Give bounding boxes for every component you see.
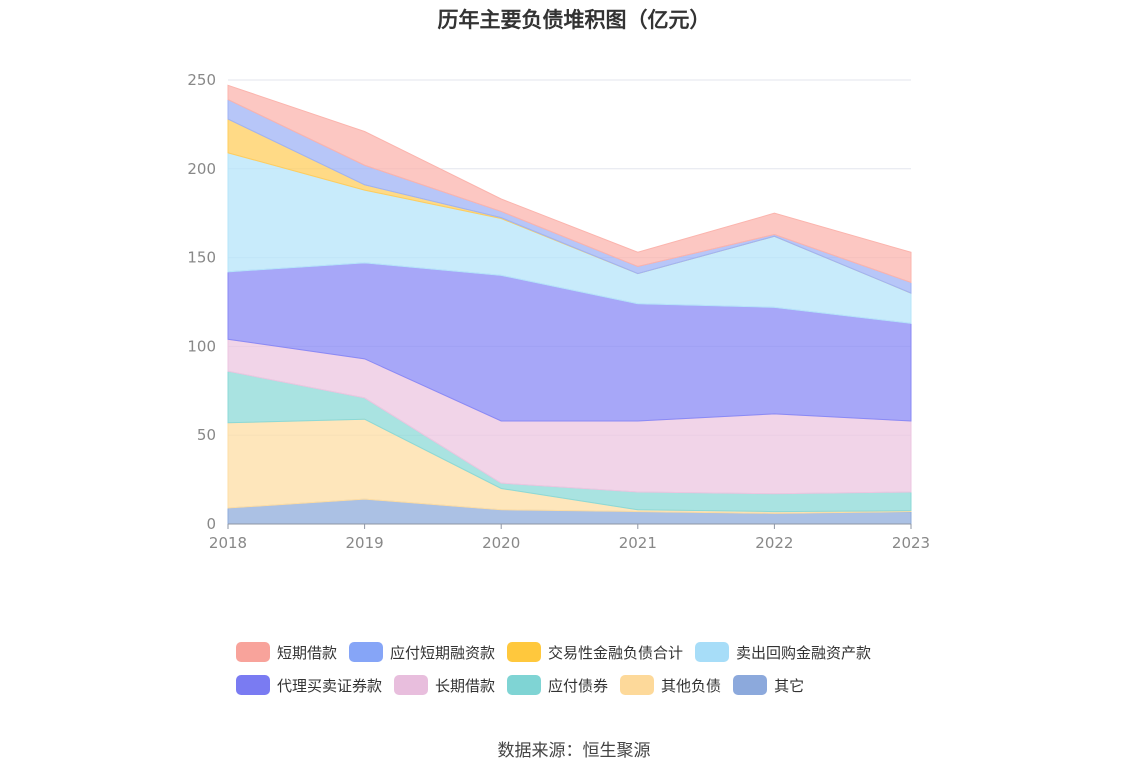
legend-swatch [507,642,542,662]
axes: 0 50 100 150 200 250 2018 2019 2020 2021 2022 2023 [187,71,930,552]
legend-item[interactable]: 卖出回购金融资产款 [695,640,871,664]
x-tick-label: 2019 [346,534,384,552]
legend-label: 卖出回购金融资产款 [736,643,872,662]
legend-label: 其它 [774,676,805,695]
area-series-layer [227,84,912,525]
legend-item[interactable]: 交易性金融负债合计 [507,640,683,664]
chart-title: 历年主要负债堆积图（亿元） [437,8,711,32]
source-note: 数据来源：恒生聚源 [497,741,651,761]
y-tick-label: 250 [187,71,216,89]
legend-label: 应付短期融资款 [390,643,496,662]
legend-row-1: 短期借款 应付短期融资款 交易性金融负债合计 卖出回购金融资产款 [236,640,956,664]
legend-item[interactable]: 长期借款 [394,673,495,697]
legend-swatch [236,642,270,662]
legend-label: 其他负债 [661,676,722,695]
legend-label: 长期借款 [435,676,496,695]
legend-swatch [349,642,384,662]
legend-swatch [695,642,730,662]
y-tick-label: 0 [206,515,216,533]
legend-swatch [507,675,542,695]
legend-item[interactable]: 代理买卖证券款 [236,673,382,697]
legend-swatch [733,675,768,695]
area-series [227,84,912,284]
x-tick-label: 2020 [482,534,520,552]
legend-item[interactable]: 应付债券 [507,673,608,697]
y-tick-label: 50 [197,426,216,444]
legend-item[interactable]: 其它 [733,673,804,697]
legend-item[interactable]: 短期借款 [236,640,337,664]
x-tick-label: 2023 [892,534,930,552]
legend-swatch [620,675,655,695]
y-tick-label: 150 [187,249,216,267]
legend-label: 交易性金融负债合计 [548,643,684,662]
x-tick-label: 2021 [619,534,657,552]
legend-swatch [236,675,270,695]
legend-label: 短期借款 [277,643,338,662]
stacked-area-chart: 0 50 100 150 200 250 2018 2019 2020 2021 2022 2023 [187,71,930,552]
x-tick-label: 2018 [209,534,247,552]
legend-label: 应付债券 [548,676,609,695]
legend-label: 代理买卖证券款 [277,676,383,695]
y-tick-label: 100 [187,337,216,355]
legend-item[interactable]: 应付短期融资款 [349,640,495,664]
x-tick-label: 2022 [755,534,793,552]
y-tick-label: 200 [187,160,216,178]
legend-row-2: 代理买卖证券款 长期借款 应付债券 其他负债 其它 [236,673,956,697]
legend-item[interactable]: 其他负债 [620,673,721,697]
legend-swatch [394,675,429,695]
legend: 短期借款 应付短期融资款 交易性金融负债合计 卖出回购金融资产款 代理买卖证券款 长期借… [236,640,956,706]
